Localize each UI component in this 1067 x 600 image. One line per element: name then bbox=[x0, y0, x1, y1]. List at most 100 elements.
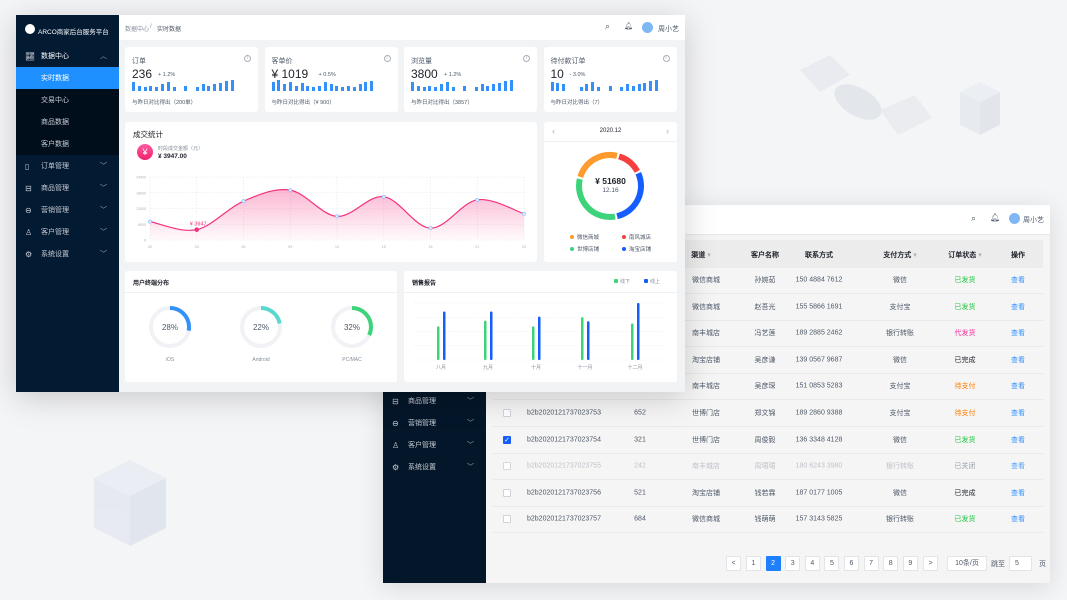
filter-icon[interactable]: ▾ bbox=[705, 252, 711, 259]
avatar[interactable] bbox=[642, 22, 653, 33]
row-checkbox[interactable] bbox=[503, 409, 511, 417]
next-month-button[interactable]: › bbox=[666, 126, 669, 136]
column-header[interactable]: 订单状态 ▾ bbox=[948, 250, 981, 260]
page-button[interactable]: 9 bbox=[902, 556, 918, 571]
donut-segment[interactable] bbox=[577, 152, 618, 178]
next-page-button[interactable]: > bbox=[923, 556, 938, 571]
bar[interactable] bbox=[538, 316, 541, 360]
column-header[interactable]: 联系方式 bbox=[805, 250, 833, 260]
column-header[interactable]: 操作 bbox=[1011, 250, 1025, 260]
row-checkbox[interactable] bbox=[503, 488, 511, 497]
jump-input[interactable]: 5 bbox=[1009, 556, 1032, 571]
page-size-select[interactable]: 10条/页 bbox=[947, 556, 987, 571]
search-icon[interactable]: ⌕ bbox=[605, 21, 611, 31]
data-point[interactable] bbox=[148, 219, 152, 224]
filter-icon[interactable]: ▾ bbox=[976, 252, 982, 259]
data-point[interactable] bbox=[428, 226, 433, 231]
view-link[interactable]: 查看 bbox=[1011, 516, 1025, 524]
view-link[interactable]: 查看 bbox=[1011, 410, 1025, 417]
sidebar-subitem[interactable]: 实时数据 bbox=[16, 67, 119, 89]
breadcrumb-parent[interactable]: 数据中心 bbox=[125, 27, 150, 33]
data-point[interactable] bbox=[522, 211, 526, 216]
sidebar-item[interactable]: ⊖ 营销管理 ﹀ bbox=[383, 412, 486, 434]
donut-segment[interactable] bbox=[616, 172, 644, 220]
sidebar-subitem[interactable]: 客户数据 bbox=[16, 133, 119, 155]
bar[interactable] bbox=[581, 317, 584, 360]
sidebar-subitem[interactable]: 交易中心 bbox=[16, 89, 119, 111]
bell-icon[interactable]: 🔔︎ bbox=[990, 213, 1001, 222]
x-tick-label: 十二月 bbox=[627, 364, 642, 371]
view-link[interactable]: 查看 bbox=[1011, 436, 1025, 444]
bar[interactable] bbox=[631, 323, 634, 360]
bar[interactable] bbox=[532, 326, 535, 360]
bar[interactable] bbox=[587, 321, 590, 360]
chevron-down-icon: ﹀ bbox=[100, 229, 107, 236]
data-point[interactable] bbox=[288, 188, 293, 193]
view-link[interactable]: 查看 bbox=[1011, 463, 1025, 471]
marketing-icon: ⊖ bbox=[392, 418, 399, 428]
row-checkbox[interactable] bbox=[503, 515, 511, 524]
x-tick-label: 00 bbox=[148, 245, 152, 249]
page-button[interactable]: 6 bbox=[844, 556, 859, 571]
sidebar-group-data-center[interactable]: 📈︎ 数据中心 ︿ bbox=[16, 45, 119, 67]
avatar[interactable] bbox=[1009, 213, 1020, 224]
legend-item: 世博店铺 bbox=[570, 245, 599, 253]
legend-item: 淘宝店铺 bbox=[622, 245, 651, 253]
channel-cell: 淘宝店铺 bbox=[692, 356, 720, 364]
data-point[interactable] bbox=[241, 199, 246, 204]
data-point[interactable] bbox=[335, 214, 339, 219]
card-title: 用户终端分布 bbox=[133, 281, 170, 287]
sidebar-item[interactable]: ⊟ 商品管理 ﹀ bbox=[383, 390, 486, 412]
view-link[interactable]: 查看 bbox=[1011, 330, 1025, 338]
channel-cell: 南丰城店 bbox=[692, 383, 720, 391]
prev-page-button[interactable]: < bbox=[726, 556, 741, 571]
sidebar-item-label: 营销管理 bbox=[41, 207, 69, 214]
data-point[interactable] bbox=[475, 197, 480, 202]
sidebar-item[interactable]: ⊟ 商品管理 ﹀ bbox=[16, 177, 119, 199]
donut-segment[interactable] bbox=[618, 153, 640, 173]
prev-month-button[interactable]: ‹ bbox=[552, 126, 555, 136]
page-button[interactable]: 5 bbox=[824, 556, 840, 571]
search-icon[interactable]: ⌕ bbox=[971, 213, 977, 223]
bell-icon[interactable]: 🔔︎ bbox=[624, 23, 633, 30]
column-header[interactable]: 支付方式 ▾ bbox=[883, 250, 916, 260]
sidebar-item[interactable]: ⊖ 营销管理 ﹀ bbox=[16, 199, 119, 221]
bar[interactable] bbox=[637, 303, 640, 360]
sidebar-item[interactable]: ⚙︎ 系统设置 ﹀ bbox=[16, 243, 119, 265]
page-button[interactable]: 2 bbox=[765, 556, 781, 571]
page-button[interactable]: 4 bbox=[804, 556, 820, 571]
filter-icon[interactable]: ▾ bbox=[911, 252, 917, 259]
column-header[interactable]: 客户名称 bbox=[751, 250, 779, 260]
sidebar-subitem[interactable]: 商品数据 bbox=[16, 111, 119, 133]
info-icon[interactable]: i bbox=[244, 55, 251, 62]
page-button[interactable]: 1 bbox=[746, 556, 761, 571]
bar[interactable] bbox=[437, 326, 440, 360]
view-link[interactable]: 查看 bbox=[1011, 489, 1025, 497]
page-button[interactable]: 8 bbox=[883, 556, 899, 571]
info-icon[interactable]: i bbox=[662, 55, 670, 62]
page-button[interactable]: 3 bbox=[785, 556, 801, 571]
data-point[interactable] bbox=[194, 227, 200, 232]
stat-footer: 与昨日对比得出（7） bbox=[550, 100, 604, 106]
sparkline-bar bbox=[224, 81, 228, 91]
view-link[interactable]: 查看 bbox=[1011, 303, 1025, 311]
sidebar-item[interactable]: ⚙︎ 系统设置 ﹀ bbox=[383, 456, 486, 478]
sidebar-item[interactable]: ▯ 订单管理 ﹀ bbox=[16, 155, 119, 177]
bar[interactable] bbox=[443, 311, 446, 360]
bar[interactable] bbox=[484, 320, 487, 360]
row-checkbox[interactable]: ✓ bbox=[503, 435, 511, 444]
info-icon[interactable]: i bbox=[523, 55, 530, 62]
user-name: 周小艺 bbox=[658, 26, 679, 33]
row-checkbox[interactable] bbox=[503, 462, 511, 471]
page-button[interactable]: 7 bbox=[863, 556, 879, 571]
view-link[interactable]: 查看 bbox=[1011, 383, 1025, 391]
sidebar-item[interactable]: ♙ 客户管理 ﹀ bbox=[16, 221, 119, 243]
info-icon[interactable]: i bbox=[383, 55, 391, 62]
view-link[interactable]: 查看 bbox=[1011, 277, 1025, 284]
data-point[interactable] bbox=[381, 194, 386, 199]
view-link[interactable]: 查看 bbox=[1011, 356, 1025, 364]
donut-segment[interactable] bbox=[576, 178, 616, 220]
column-header[interactable]: 渠道 ▾ bbox=[691, 250, 710, 260]
bar[interactable] bbox=[490, 311, 493, 360]
sidebar-item[interactable]: ♙ 客户管理 ﹀ bbox=[383, 434, 486, 456]
